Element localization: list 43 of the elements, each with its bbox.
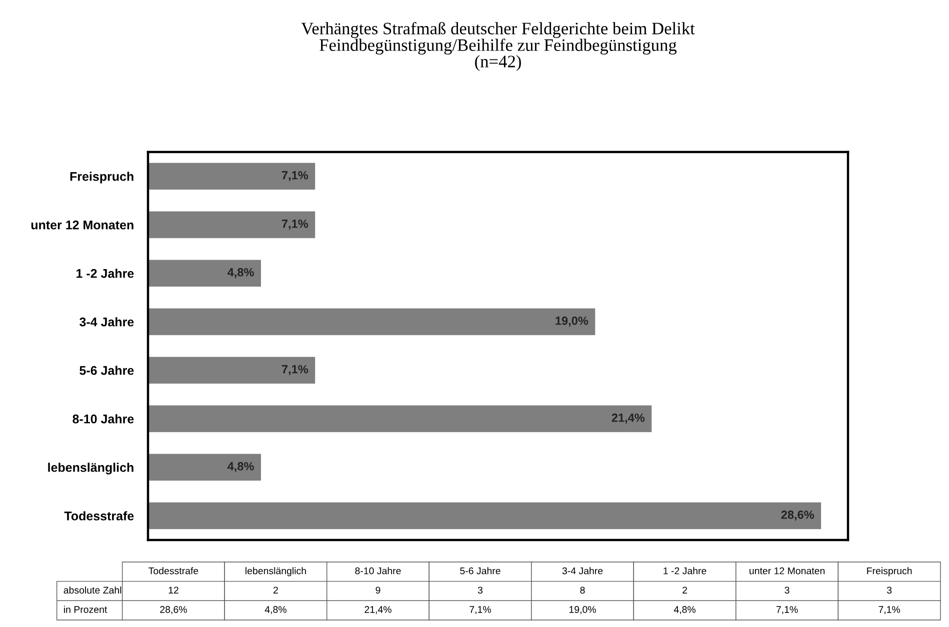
data-label: 4,8% xyxy=(228,462,254,472)
y-tick-label: lebenslänglich xyxy=(48,462,134,474)
text: 8 xyxy=(580,586,585,594)
text: 19,0% xyxy=(569,606,596,614)
text: 3 xyxy=(886,586,892,594)
category-label: 5-6 Jahre xyxy=(460,567,500,574)
chart-title: Verhängtes Strafmaß deutscher Feldgerichte beim Delikt Feindbegünstigung/Beihilfe zur Feindbegünstigung (n=42) xyxy=(301,22,695,71)
y-tick-label: unter 12 Monaten xyxy=(31,220,134,230)
data-label: 21,4% xyxy=(612,414,645,424)
text: 3 xyxy=(478,586,483,594)
data-label: 7,1% xyxy=(282,220,308,230)
text: absolute Zahl xyxy=(64,586,122,594)
text: 28,6% xyxy=(160,606,187,614)
text: 21,4% xyxy=(364,606,392,614)
category-label: 8-10 Jahre xyxy=(355,567,401,574)
data-label: 7,1% xyxy=(282,365,308,376)
y-tick-label: Freispruch xyxy=(70,172,134,184)
text: 2 xyxy=(274,586,278,594)
text: 4,8% xyxy=(264,606,286,614)
y-tick-label: 5-6 Jahre xyxy=(80,366,134,375)
y-tick-label: 3-4 Jahre xyxy=(80,317,134,326)
text: in Prozent xyxy=(64,606,108,613)
text: 12 xyxy=(168,586,178,594)
data-label: 19,0% xyxy=(556,316,588,327)
text: 9 xyxy=(376,586,380,594)
category-label: 3-4 Jahre xyxy=(562,567,603,574)
text: 3 xyxy=(784,586,790,594)
data-label: 7,1% xyxy=(282,171,308,182)
y-tick-label: Todesstrafe xyxy=(64,511,134,520)
data-label: 28,6% xyxy=(781,510,814,521)
text: 4,8% xyxy=(674,606,696,614)
y-tick-label: 1 -2 Jahre xyxy=(76,268,134,278)
category-label: 1 -2 Jahre xyxy=(664,567,706,574)
y-tick-label: 8-10 Jahre xyxy=(72,414,134,424)
category-label: Freispruch xyxy=(867,567,912,576)
text: 7,1% xyxy=(470,606,491,614)
category-label: Todesstrafe xyxy=(148,567,198,574)
category-label: lebenslänglich xyxy=(246,567,306,576)
text: 7,1% xyxy=(776,606,798,614)
category-label: unter 12 Monaten xyxy=(750,567,825,574)
text: 2 xyxy=(682,586,687,594)
text: 7,1% xyxy=(878,606,900,614)
data-label: 4,8% xyxy=(228,268,254,278)
